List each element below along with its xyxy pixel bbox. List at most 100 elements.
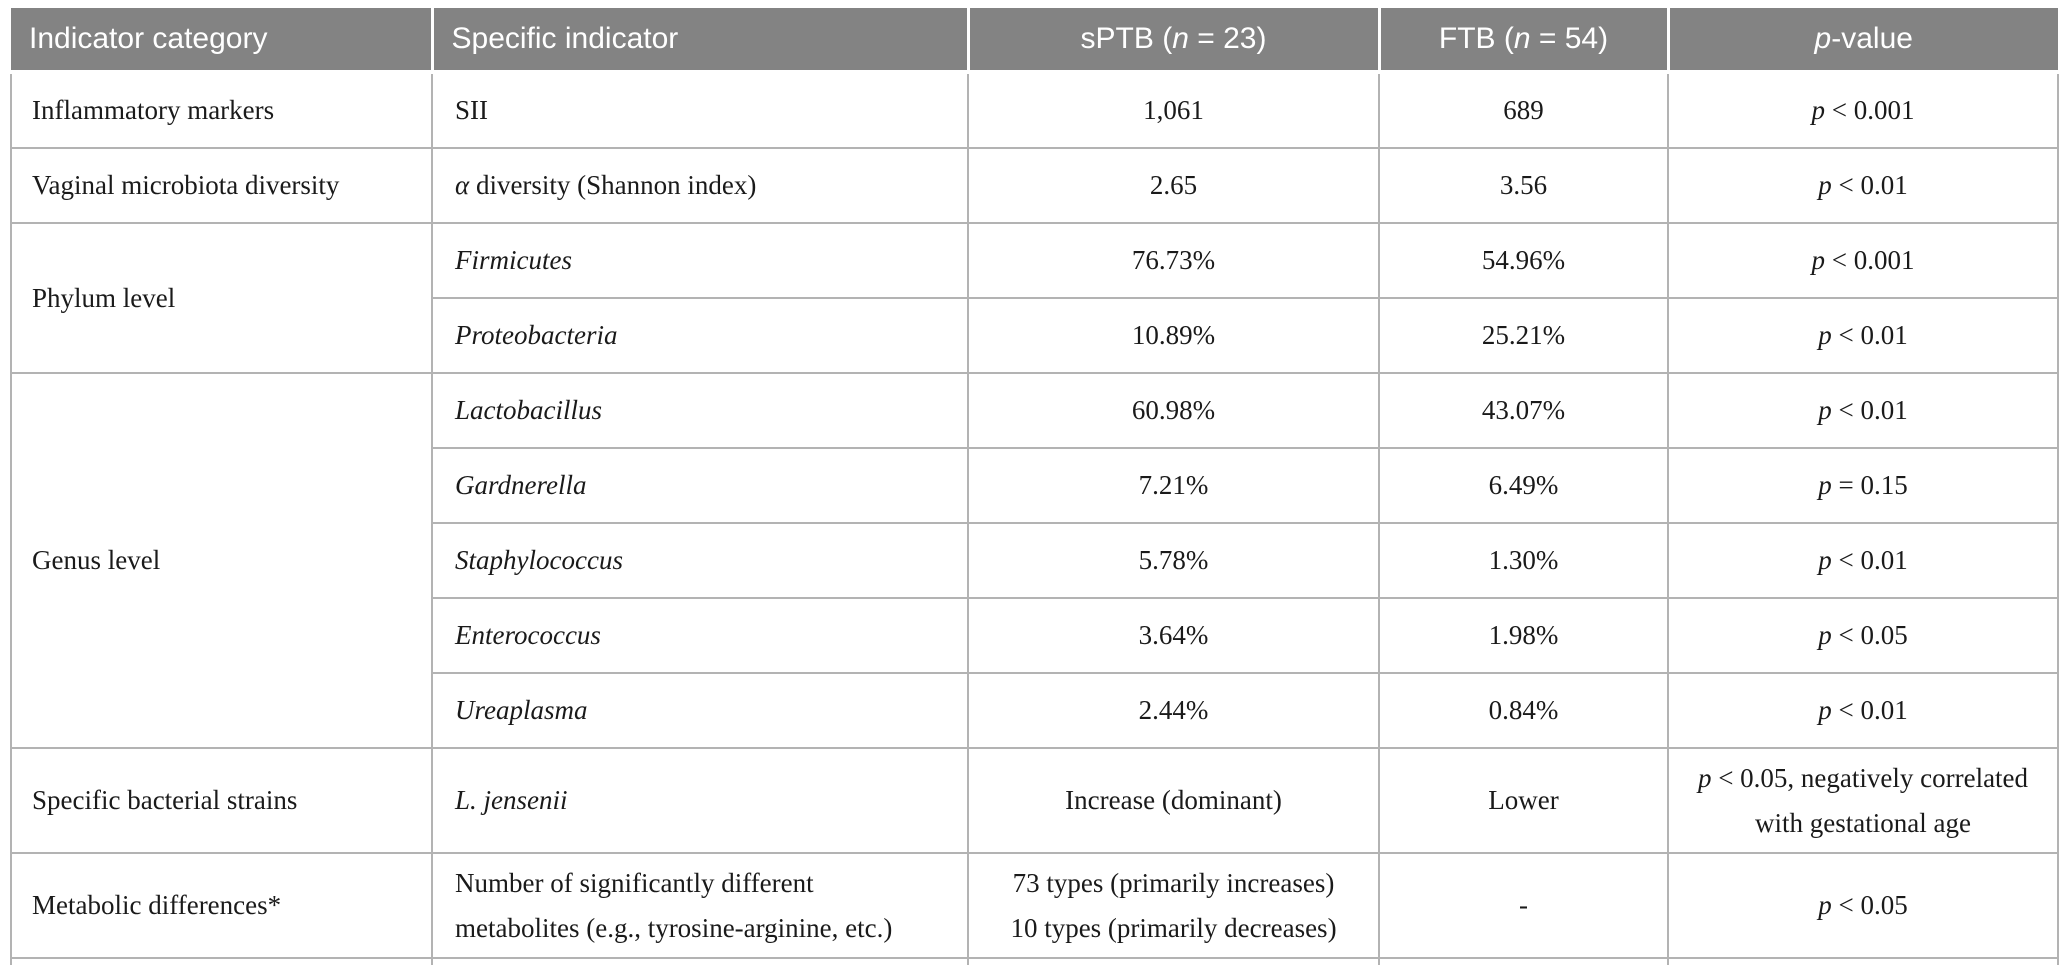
sptb-cell: 3.64%: [967, 597, 1380, 674]
text-segment: < 0.01: [1831, 320, 1908, 351]
text-segment: Increase (dominant): [1065, 785, 1282, 816]
text-segment: 43.07%: [1481, 395, 1566, 426]
sptb-cell: 7.21%: [967, 447, 1380, 524]
p-value-cell: p = 0.15: [1667, 447, 2059, 524]
indicator-cell: Staphylococcus: [431, 522, 969, 599]
italic-text: p: [1811, 245, 1826, 276]
text-segment: diversity (Shannon index): [469, 170, 757, 201]
sptb-cell: 2.65: [967, 147, 1380, 224]
italic-text: p: [1818, 620, 1832, 651]
italic-text: p: [1818, 695, 1832, 726]
text-segment: 7.21%: [1138, 470, 1209, 501]
text-segment: < 0.001: [1825, 245, 1915, 276]
italic-text: α: [455, 170, 470, 201]
table-row: Proteobacteria 10.89% 25.21% p < 0.01: [11, 297, 2059, 374]
indicator-cell: α diversity (Shannon index): [431, 147, 969, 224]
text-segment: < 0.05: [1831, 890, 1908, 921]
p-value-cell: p < 0.05, negatively correlated with gest…: [1667, 746, 2059, 855]
italic-text: Gardnerella: [455, 470, 587, 501]
ftb-cell: 3.56: [1378, 147, 1669, 224]
text-segment: < 0.01: [1831, 545, 1908, 576]
indicator-cell: Ureaplasma: [431, 672, 969, 749]
p-value-cell: p < 0.01: [1667, 297, 2059, 374]
cell-line: Number of significantly different: [455, 861, 953, 906]
text-segment: 0.84%: [1488, 695, 1559, 726]
indicator-cell: L. jensenii: [431, 746, 969, 855]
text-segment: 3.56: [1499, 170, 1548, 201]
text-segment: 73 types (primarily increases): [1012, 868, 1335, 899]
category-cell: Specific bacterial strains: [10, 746, 433, 855]
p-value-cell: p < 0.001: [1667, 222, 2059, 299]
table-row: Genus level Lactobacillus 60.98% 43.07% p < …: [10, 372, 2059, 749]
text-segment: 2.65: [1149, 170, 1198, 201]
cell-line: metabolites (e.g., tyrosine-arginine, et…: [455, 906, 953, 951]
italic-text: L. jensenii: [455, 785, 568, 816]
text-segment: Number of significantly different: [455, 868, 814, 899]
text-segment: < 0.001: [1825, 95, 1915, 126]
category-cell: KEGG pathways*: [10, 957, 433, 965]
p-value-cell: p < 0.001: [1667, 71, 2059, 149]
header-label: -value: [1831, 22, 1913, 55]
cell-line: 10 types (primarily decreases): [975, 906, 1372, 951]
table-row: KEGG pathways*Activation pathways metabo…: [10, 957, 2059, 965]
ftb-cell: 54.96%: [1378, 222, 1669, 299]
italic-text: p: [1818, 545, 1832, 576]
cell-line: 73 types (primarily increases): [975, 861, 1372, 906]
indicator-cell: SII: [431, 71, 969, 149]
text-segment: < 0.01: [1831, 695, 1908, 726]
text-segment: < 0.01: [1831, 395, 1908, 426]
ftb-cell: -: [1378, 852, 1669, 960]
text-segment: with gestational age: [1755, 807, 1971, 838]
sptb-cell: 2.44%: [967, 672, 1380, 749]
p-value-cell: p < 0.01: [1667, 372, 2059, 449]
category-cell: Vaginal microbiota diversity: [10, 147, 433, 224]
category-cell: Inflammatory markers: [10, 71, 433, 149]
column-header-specific-indicator: Specific indicator: [430, 8, 968, 74]
p-value-cell: p < 0.05: [1667, 957, 2059, 965]
text-segment: Lower: [1488, 785, 1559, 816]
header-label: Indicator category: [29, 22, 268, 55]
cell-line: p < 0.05, negatively correlated: [1675, 756, 2051, 801]
p-value-cell: p < 0.01: [1667, 147, 2059, 224]
text-segment: < 0.05: [1831, 620, 1908, 651]
table-row: Metabolic differences* Number of signific…: [10, 852, 2059, 960]
sptb-cell: 5.78%: [967, 522, 1380, 599]
table-row: Ureaplasma 2.44% 0.84% p < 0.01: [11, 672, 2059, 749]
italic-text: p: [1697, 763, 1712, 793]
indicator-cell: Activation pathways metabolism: [431, 957, 969, 965]
indicator-cell: Firmicutes: [431, 222, 969, 299]
text-segment: 1.30%: [1488, 545, 1559, 576]
sptb-cell: 73 types (primarily increases) 10 types (…: [967, 852, 1380, 960]
ftb-cell: 0.84%: [1378, 672, 1669, 749]
category-cell: Metabolic differences*: [10, 852, 433, 960]
p-value-cell: p < 0.01: [1667, 672, 2059, 749]
italic-text: p: [1818, 890, 1832, 921]
header-label: Specific indicator: [451, 22, 679, 55]
comparison-table: Indicator category Specific indicator sP…: [10, 8, 2059, 965]
sptb-cell: 60.98%: [967, 372, 1380, 449]
table-row: Specific bacterial strains L. jensenii Inc…: [10, 746, 2059, 855]
p-value-cell: p < 0.05: [1667, 852, 2059, 960]
italic-text: Staphylococcus: [455, 545, 623, 576]
sptb-cell: 10.89%: [967, 297, 1380, 374]
text-segment: 5.78%: [1138, 545, 1209, 576]
text-segment: 689: [1503, 95, 1544, 126]
italic-text: Firmicutes: [455, 245, 572, 276]
category-cell: Genus level: [10, 372, 433, 749]
text-segment: 6.49%: [1488, 470, 1559, 501]
text-segment: 10.89%: [1131, 320, 1216, 351]
text-segment: 1.98%: [1488, 620, 1559, 651]
italic-text: Lactobacillus: [455, 395, 602, 426]
header-label-italic: p: [1814, 22, 1832, 55]
text-segment: 25.21%: [1481, 320, 1566, 351]
text-segment: 3.64%: [1138, 620, 1209, 651]
header-label: FTB (: [1438, 22, 1514, 55]
header-row: Indicator category Specific indicator sP…: [11, 8, 2058, 74]
header-label-italic: n: [1172, 22, 1189, 55]
text-segment: metabolites (e.g., tyrosine-arginine, et…: [455, 912, 893, 943]
table-row: Vaginal microbiota diversity α diversity …: [10, 147, 2059, 224]
ftb-cell: 1.98%: [1378, 597, 1669, 674]
table-row: Staphylococcus 5.78% 1.30% p < 0.01: [11, 522, 2059, 599]
italic-text: Ureaplasma: [455, 695, 588, 726]
